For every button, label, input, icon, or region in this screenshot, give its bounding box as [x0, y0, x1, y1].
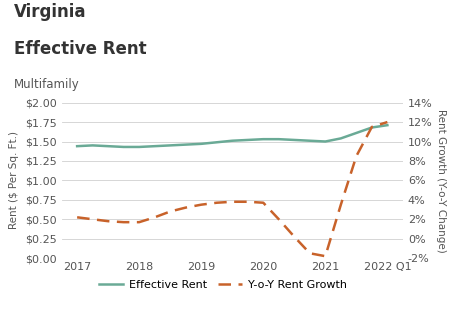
Y-o-Y Rent Growth	[167, 210, 173, 213]
Effective Rent	[74, 144, 80, 148]
Effective Rent	[245, 138, 251, 142]
Effective Rent	[90, 143, 95, 147]
Text: Multifamily: Multifamily	[14, 78, 80, 91]
Effective Rent	[354, 131, 359, 135]
Y-o-Y Rent Growth	[214, 201, 219, 205]
Y-o-Y Rent Growth	[183, 206, 189, 210]
Effective Rent	[137, 145, 142, 149]
Effective Rent	[214, 141, 219, 144]
Effective Rent	[183, 143, 189, 146]
Text: Virginia: Virginia	[14, 3, 87, 21]
Y-o-Y Rent Growth	[245, 200, 251, 204]
Y-o-Y Rent Growth	[121, 220, 127, 224]
Effective Rent	[322, 140, 328, 143]
Y-o-Y Rent Growth	[90, 217, 95, 221]
Effective Rent	[276, 137, 282, 141]
Effective Rent	[199, 142, 204, 146]
Y-o-Y Rent Growth	[369, 125, 375, 129]
Effective Rent	[338, 137, 344, 140]
Y-o-Y Rent Growth	[276, 217, 282, 221]
Y-o-Y Rent Growth	[384, 120, 390, 124]
Line: Y-o-Y Rent Growth: Y-o-Y Rent Growth	[77, 122, 387, 256]
Effective Rent	[105, 144, 111, 148]
Y-axis label: Rent Growth (Y-o-Y Change): Rent Growth (Y-o-Y Change)	[437, 109, 447, 252]
Y-o-Y Rent Growth	[322, 254, 328, 258]
Effective Rent	[121, 145, 127, 149]
Effective Rent	[369, 126, 375, 129]
Y-o-Y Rent Growth	[152, 216, 157, 219]
Effective Rent	[307, 139, 313, 142]
Y-axis label: Rent ($ Per Sq. Ft.): Rent ($ Per Sq. Ft.)	[9, 131, 19, 230]
Legend: Effective Rent, Y-o-Y Rent Growth: Effective Rent, Y-o-Y Rent Growth	[94, 276, 351, 295]
Y-o-Y Rent Growth	[74, 216, 80, 219]
Effective Rent	[152, 144, 157, 148]
Y-o-Y Rent Growth	[292, 235, 297, 239]
Y-o-Y Rent Growth	[354, 154, 359, 158]
Effective Rent	[167, 143, 173, 147]
Line: Effective Rent: Effective Rent	[77, 125, 387, 147]
Y-o-Y Rent Growth	[105, 219, 111, 223]
Y-o-Y Rent Growth	[338, 203, 344, 207]
Y-o-Y Rent Growth	[137, 220, 142, 224]
Effective Rent	[229, 139, 235, 142]
Effective Rent	[292, 138, 297, 142]
Text: Effective Rent: Effective Rent	[14, 40, 147, 58]
Y-o-Y Rent Growth	[229, 200, 235, 204]
Effective Rent	[260, 137, 266, 141]
Y-o-Y Rent Growth	[307, 251, 313, 255]
Y-o-Y Rent Growth	[199, 203, 204, 207]
Y-o-Y Rent Growth	[260, 201, 266, 205]
Effective Rent	[384, 123, 390, 127]
